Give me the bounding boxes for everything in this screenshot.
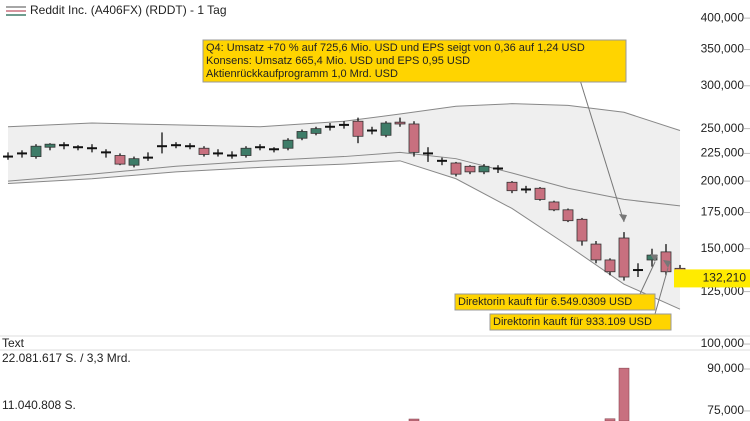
annotation-text: Direktorin kauft für 933.109 USD [493,316,652,328]
candle-body [576,218,588,242]
candle-body [114,155,126,165]
candle-body [310,128,322,134]
candle-body [590,243,602,261]
y-tick-label: 100,000 [701,336,745,350]
candle-body [198,147,210,155]
y-tick-label: 175,000 [701,205,745,219]
annotation: Direktorin kauft für 933.109 USD [489,260,672,331]
last-price-box [674,269,750,288]
volume-label: 11.040.808 S. [2,398,76,412]
candle-body [282,139,294,149]
annotation-box [202,39,627,83]
candle-body [30,145,42,157]
annotation-arrow [654,267,669,315]
y-tick-label: 400,000 [701,10,745,24]
y-tick-label: 150,000 [701,241,745,255]
volume-label: Text [2,336,25,350]
candle-body [548,201,560,211]
candle-body [240,147,252,156]
candle-body [478,165,490,173]
y-tick-label: 75,000 [707,403,744,417]
y-tick-label: 350,000 [701,42,745,56]
candle-body [464,165,476,173]
y-tick-label: 225,000 [701,146,745,160]
candle-body [394,121,406,125]
band-lower [7,160,681,310]
candle-body [618,237,630,278]
chart-title: Reddit Inc. (A406FX) (RDDT) - 1 Tag [30,3,227,17]
y-tick-label: 90,000 [707,361,744,375]
y-tick-label: 250,000 [701,121,745,135]
last-price-label: 132,210 [703,271,747,285]
y-tick-label: 300,000 [701,78,745,92]
candle-body [450,162,462,175]
arrow-head [619,214,627,222]
candle-body [128,158,140,166]
annotation-box [454,293,656,311]
candle-body [408,123,420,153]
candle-body [562,209,574,222]
arrow-head [663,260,671,268]
title-icon [6,6,26,16]
arrow-head [650,254,658,262]
annotation-text: Q4: Umsatz +70 % auf 725,6 Mio. USD und … [206,42,585,54]
candle-body [296,131,308,139]
annotation: Direktorin kauft für 6.549.0309 USD [454,254,658,311]
annotation-arrow [579,79,625,223]
annotation-arrow [639,261,656,295]
candle-body [44,143,56,148]
band-area [8,103,680,310]
annotation-text: Aktienrückkaufprogramm 1,0 Mrd. USD [206,68,398,80]
candle-body [506,181,518,192]
band-upper [7,103,681,132]
annotation-box [489,313,672,331]
y-tick-label: 200,000 [701,173,745,187]
annotation-text: Konsens: Umsatz 665,4 Mio. USD und EPS 0… [206,55,470,67]
volume-label: 22.081.617 S. / 3,3 Mrd. [2,351,131,365]
annotation-text: Direktorin kauft für 6.549.0309 USD [458,296,632,308]
candle-body [380,122,392,136]
volume-bar [618,367,630,421]
candle-body [352,120,364,137]
candle-body [534,187,546,200]
volume-bar [604,418,616,421]
annotation: Q4: Umsatz +70 % auf 725,6 Mio. USD und … [202,39,627,223]
band-middle [7,151,681,207]
candle-body [604,259,616,273]
